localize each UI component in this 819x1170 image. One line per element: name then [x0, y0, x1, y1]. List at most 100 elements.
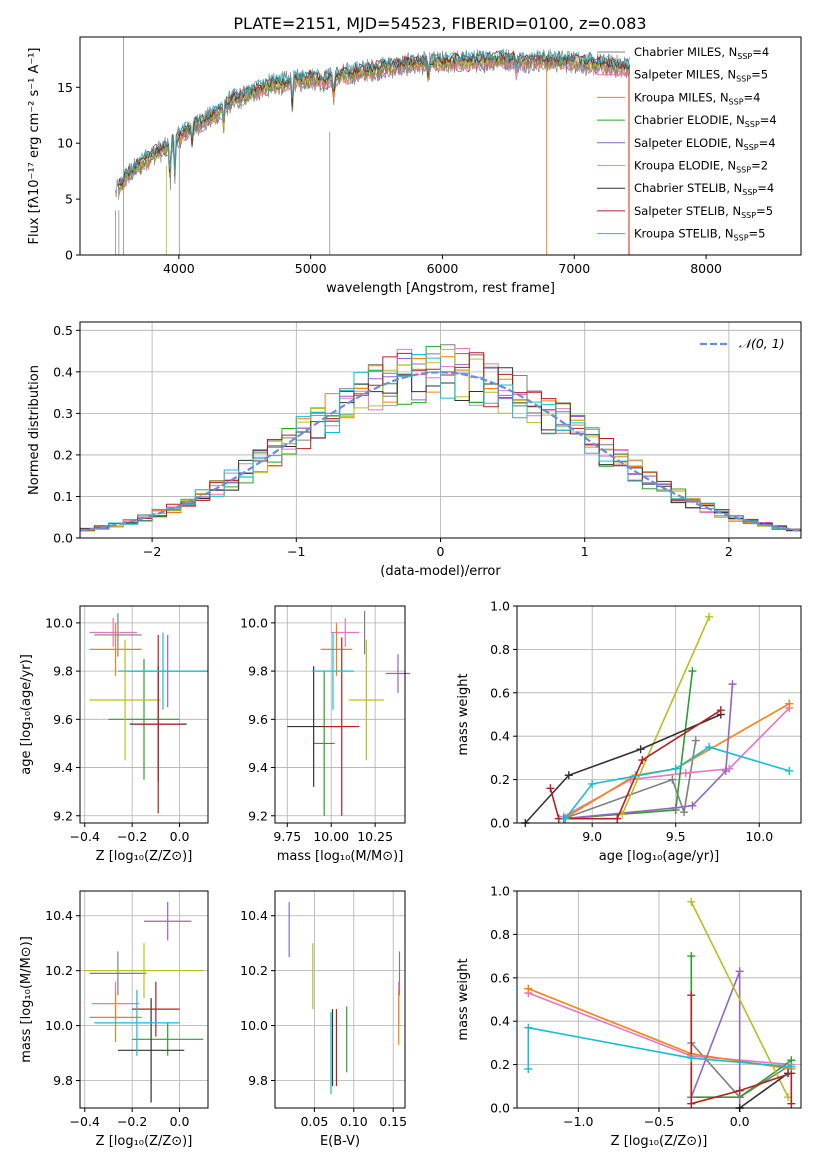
axes-border — [79, 605, 209, 824]
panel-age-vs-Z: −0.4 −0.2 0.0 9.2 9.4 9.6 9.8 10.0 Z [log₁₀(Z/Z⊙… — [19, 605, 209, 864]
plus-marker — [588, 779, 597, 788]
x-tick-label: −0.2 — [117, 1114, 147, 1129]
model-spectrum-line — [117, 48, 631, 185]
errorbar-point — [134, 634, 182, 814]
y-tick-label: 10.4 — [45, 908, 73, 923]
axes-frame: −1.0 −0.5 0.0 0.0 0.2 0.4 0.6 0.8 1.0 Z [log₁₀(Z/… — [456, 884, 802, 1149]
series-line — [690, 956, 792, 1098]
legend-label: Kroupa MILES, NSSP=4 — [634, 90, 760, 106]
x-axis-label: age [log₁₀(age/yr)] — [599, 849, 720, 864]
series-line — [524, 713, 722, 824]
x-axis-label: wavelength [Angstrom, rest frame] — [326, 281, 555, 296]
y-tick-label: 9.8 — [53, 1073, 73, 1088]
errorbar-point — [348, 639, 384, 761]
plus-marker — [728, 680, 737, 689]
y-tick-label: 0.1 — [53, 489, 73, 504]
x-tick-label: 0.10 — [340, 1114, 368, 1129]
errorbar-point — [84, 943, 204, 999]
errorbar-point — [132, 981, 180, 1037]
x-tick-label: 8000 — [690, 261, 722, 276]
x-tick-label: 10.00 — [313, 829, 349, 844]
x-axis-label: Z [log₁₀(Z/Z⊙)] — [96, 849, 193, 864]
y-tick-label: 9.6 — [53, 712, 73, 727]
legend-entry: Kroupa MILES, NSSP=4 — [597, 90, 760, 106]
x-tick-label: 10.25 — [357, 829, 393, 844]
x-tick-label: −0.4 — [70, 829, 100, 844]
legend-entry: Salpeter STELIB, NSSP=5 — [597, 204, 773, 220]
plot-area — [84, 901, 204, 1103]
weight-series — [524, 1023, 796, 1073]
errorbar-point — [320, 622, 353, 676]
weight-series — [618, 612, 714, 819]
plus-marker — [524, 984, 533, 993]
legend-entry: Salpeter ELODIE, NSSP=4 — [597, 136, 776, 152]
plus-marker — [668, 775, 677, 784]
panel-age-vs-mass: 9.75 10.00 10.25 9.2 9.4 9.6 9.8 10.0 mass [log₁… — [240, 605, 411, 864]
plus-marker — [613, 814, 622, 823]
plus-marker — [785, 699, 794, 708]
legend-entry: Chabrier MILES, NSSP=4 — [597, 45, 769, 61]
x-tick-label: 0 — [437, 544, 445, 559]
y-tick-label: 0.8 — [490, 642, 510, 657]
series-line — [563, 740, 697, 820]
errorbar-point — [311, 632, 355, 710]
y-axis-label: mass [log₁₀(M/M⊙)] — [19, 936, 34, 1063]
x-tick-label: 9.75 — [273, 829, 301, 844]
plus-marker — [671, 803, 680, 812]
plus-marker — [688, 667, 697, 676]
axes-border — [516, 605, 802, 824]
weight-series — [559, 680, 737, 823]
plus-marker — [688, 801, 697, 810]
plot-area — [524, 897, 796, 1112]
plus-marker — [638, 756, 647, 765]
x-tick-label: 0.05 — [300, 1114, 328, 1129]
plus-marker — [716, 706, 725, 715]
errorbar-point — [331, 618, 360, 647]
y-tick-label: 5 — [65, 192, 73, 207]
figure-title: PLATE=2151, MJD=54523, FIBERID=0100, z=0… — [233, 14, 646, 33]
series-line — [527, 1026, 792, 1069]
series-line — [527, 987, 792, 1070]
legend-label: Chabrier STELIB, NSSP=4 — [634, 181, 774, 197]
y-tick-label: 9.4 — [248, 760, 268, 775]
plus-marker — [787, 1062, 796, 1071]
y-tick-label: 0 — [65, 248, 73, 263]
axes-border — [274, 605, 406, 824]
errorbar-point — [324, 637, 360, 816]
y-tick-label: 0.2 — [490, 1057, 510, 1072]
y-tick-label: 0.0 — [490, 816, 510, 831]
legend-label: 𝒩(0, 1) — [739, 336, 785, 351]
y-tick-label: 0.5 — [53, 323, 73, 338]
errorbar-point — [144, 901, 192, 941]
y-tick-label: 0.4 — [490, 729, 510, 744]
y-tick-label: 9.8 — [248, 1073, 268, 1088]
axes-frame: 9.75 10.00 10.25 9.2 9.4 9.6 9.8 10.0 mass [log₁… — [240, 605, 406, 864]
legend-entry: Salpeter MILES, NSSP=5 — [597, 68, 768, 84]
errorbar-point — [117, 632, 208, 710]
plus-marker — [687, 1054, 696, 1063]
y-tick-label: 10.0 — [240, 615, 268, 630]
panel-mass-vs-EBV: 0.05 0.10 0.15 9.8 10.0 10.2 10.4 E(B-V) — [240, 890, 407, 1149]
legend-entry: Chabrier STELIB, NSSP=4 — [597, 181, 774, 197]
plus-marker — [705, 743, 714, 752]
y-axis-label: Flux [fλ10⁻¹⁷ erg cm⁻² s⁻¹ A⁻¹] — [27, 48, 42, 245]
series-line — [690, 995, 793, 1105]
y-tick-label: 9.6 — [248, 712, 268, 727]
x-tick-label: 2 — [725, 544, 733, 559]
legend-label: Kroupa ELODIE, NSSP=2 — [634, 159, 768, 175]
plus-marker — [564, 771, 573, 780]
plot-area — [89, 613, 208, 814]
y-tick-label: 9.8 — [248, 664, 268, 679]
y-tick-label: 9.4 — [53, 760, 73, 775]
model-spectrum-line — [117, 50, 631, 187]
panel-residuals: −2 −1 0 1 2 0.0 0.1 0.2 0.3 0.4 0.5 (data-model)/er… — [27, 321, 802, 579]
legend-label: Kroupa STELIB, NSSP=5 — [634, 227, 765, 243]
axes-border — [274, 890, 406, 1109]
axes-border — [79, 890, 209, 1109]
y-tick-label: 1.0 — [490, 599, 510, 614]
panel-weight-vs-age: 9.0 9.5 10.0 0.0 0.2 0.4 0.6 0.8 1.0 age [log₁₀(a… — [456, 599, 802, 864]
plus-marker — [785, 766, 794, 775]
panel-weight-vs-Z: −1.0 −0.5 0.0 0.0 0.2 0.4 0.6 0.8 1.0 Z [log₁₀(Z/… — [456, 884, 802, 1149]
legend-label: Chabrier ELODIE, NSSP=4 — [634, 113, 777, 129]
